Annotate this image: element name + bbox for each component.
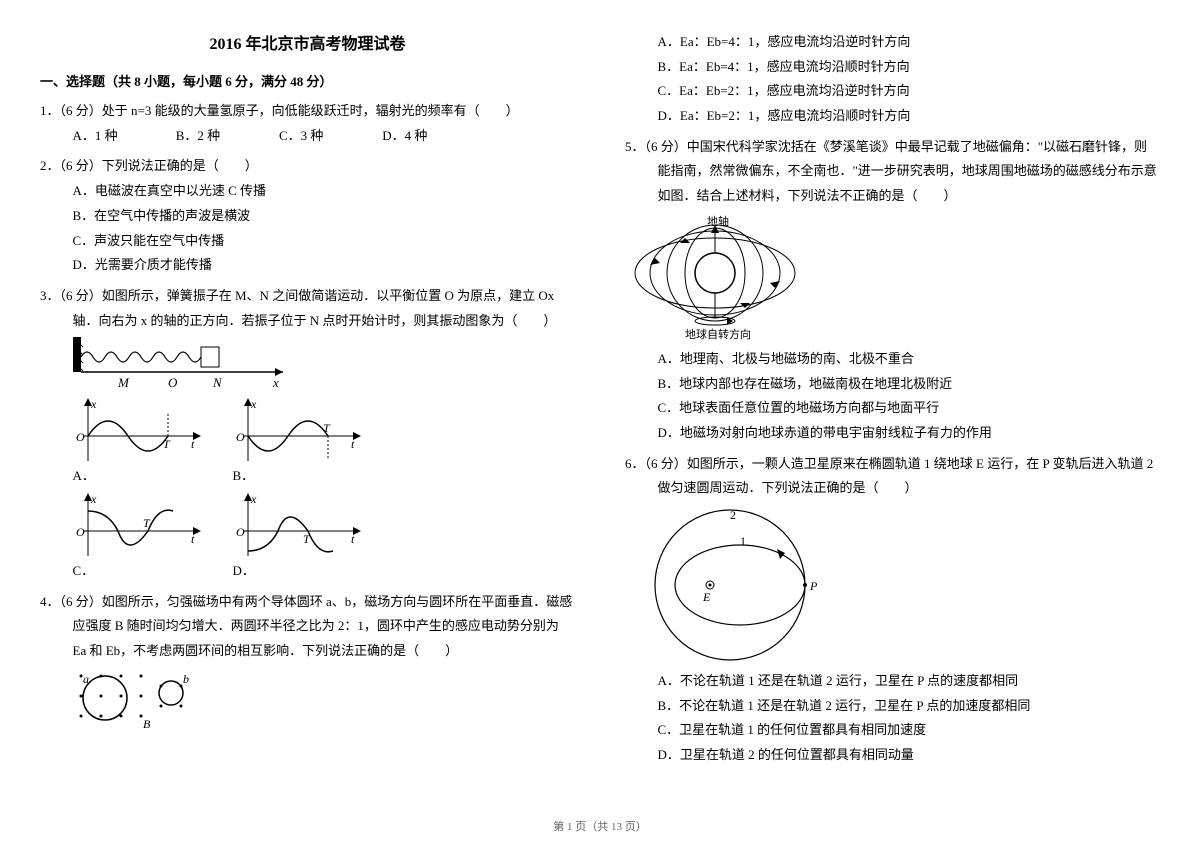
q6-C: C．卫星在轨道 1 的任何位置都具有相同加速度 — [645, 718, 1161, 743]
svg-text:O: O — [76, 525, 85, 539]
section-header: 一、选择题（共 8 小题，每小题 6 分，满分 48 分） — [40, 70, 575, 95]
question-5: 5．（6 分）中国宋代科学家沈括在《梦溪笔谈》中最早记载了地磁偏角："以磁石磨针… — [625, 135, 1160, 446]
svg-text:b: b — [183, 672, 189, 686]
q5-B: B．地球内部也存在磁场，地磁南极在地理北极附近 — [645, 372, 1161, 397]
svg-text:O: O — [236, 525, 245, 539]
q3-opt-D: O x T t D． — [233, 491, 363, 584]
svg-text:B: B — [143, 717, 151, 731]
q3-opt-C: O x T t C． — [73, 491, 203, 584]
q1-options: A．1 种 B．2 种 C．3 种 D．4 种 — [40, 124, 575, 149]
svg-text:N: N — [212, 375, 223, 390]
q3-stem: 3．（6 分）如图所示，弹簧振子在 M、N 之间做简谐运动．以平衡位置 O 为原… — [40, 284, 575, 333]
page-footer: 第 1 页（共 13 页） — [40, 817, 1160, 838]
svg-text:O: O — [168, 375, 178, 390]
q6-A: A．不论在轨道 1 还是在轨道 2 运行，卫星在 P 点的速度都相同 — [645, 669, 1161, 694]
svg-text:x: x — [90, 492, 97, 506]
svg-text:O: O — [76, 430, 85, 444]
svg-text:M: M — [117, 375, 130, 390]
svg-text:x: x — [250, 397, 257, 411]
svg-text:a: a — [83, 672, 89, 686]
svg-text:x: x — [250, 492, 257, 506]
wave-d-icon: O x T t — [233, 491, 363, 561]
q4-B: B．Ea：Eb=4：1，感应电流均沿顺时针方向 — [645, 55, 1161, 80]
q1-A: A．1 种 — [73, 124, 173, 149]
q4-A: A．Ea：Eb=4：1，感应电流均沿逆时针方向 — [645, 30, 1161, 55]
question-6: 6．（6 分）如图所示，一颗人造卫星原来在椭圆轨道 1 绕地球 E 运行，在 P… — [625, 452, 1160, 768]
q2-C: C．声波只能在空气中传播 — [60, 229, 576, 254]
q1-C: C．3 种 — [279, 124, 379, 149]
q4-D: D．Ea：Eb=2：1，感应电流均沿顺时针方向 — [645, 104, 1161, 129]
q2-stem: 2．（6 分）下列说法正确的是（ ） — [40, 154, 575, 179]
svg-text:2: 2 — [730, 508, 736, 522]
q5-C: C．地球表面任意位置的地磁场方向都与地面平行 — [645, 396, 1161, 421]
question-4-options: A．Ea：Eb=4：1，感应电流均沿逆时针方向 B．Ea：Eb=4：1，感应电流… — [625, 30, 1160, 129]
question-2: 2．（6 分）下列说法正确的是（ ） A．电磁波在真空中以光速 C 传播 B．在… — [40, 154, 575, 277]
svg-text:地球自转方向: 地球自转方向 — [685, 327, 751, 341]
q4-figure: a b B — [73, 668, 576, 733]
q3-opt-B: O x T t B． — [233, 396, 363, 489]
question-3: 3．（6 分）如图所示，弹簧振子在 M、N 之间做简谐运动．以平衡位置 O 为原… — [40, 284, 575, 584]
q2-D: D．光需要介质才能传播 — [60, 253, 576, 278]
svg-text:T: T — [163, 437, 171, 451]
q4-C: C．Ea：Eb=2：1，感应电流均沿逆时针方向 — [645, 79, 1161, 104]
q5-D: D．地磁场对射向地球赤道的带电宇宙射线粒子有力的作用 — [645, 421, 1161, 446]
question-1: 1．（6 分）处于 n=3 能级的大量氢原子，向低能级跃迁时，辐射光的频率有（ … — [40, 99, 575, 148]
wave-b-icon: O x T t — [233, 396, 363, 466]
q5-figure: 地轴 地球自转方向 — [625, 213, 1160, 343]
q2-A: A．电磁波在真空中以光速 C 传播 — [60, 179, 576, 204]
svg-text:P: P — [809, 579, 818, 593]
q4-stem: 4．（6 分）如图所示，匀强磁场中有两个导体圆环 a、b，磁场方向与圆环所在平面… — [40, 590, 575, 664]
svg-text:1: 1 — [740, 534, 746, 548]
q6-stem: 6．（6 分）如图所示，一颗人造卫星原来在椭圆轨道 1 绕地球 E 运行，在 P… — [625, 452, 1160, 501]
q1-D: D．4 种 — [382, 124, 482, 149]
q3-opt-A: O x T t A． — [73, 396, 203, 489]
q6-figure: E P 1 2 — [625, 505, 1160, 665]
q5-A: A．地理南、北极与地磁场的南、北极不重合 — [645, 347, 1161, 372]
wave-a-icon: O x T t — [73, 396, 203, 466]
wave-c-icon: O x T t — [73, 491, 203, 561]
svg-text:x: x — [272, 375, 279, 390]
q6-D: D．卫星在轨道 2 的任何位置都具有相同动量 — [645, 743, 1161, 768]
q5-stem: 5．（6 分）中国宋代科学家沈括在《梦溪笔谈》中最早记载了地磁偏角："以磁石磨针… — [625, 135, 1160, 209]
q1-stem: 1．（6 分）处于 n=3 能级的大量氢原子，向低能级跃迁时，辐射光的频率有（ … — [40, 99, 575, 124]
q6-B: B．不论在轨道 1 还是在轨道 2 运行，卫星在 P 点的加速度都相同 — [645, 694, 1161, 719]
question-4: 4．（6 分）如图所示，匀强磁场中有两个导体圆环 a、b，磁场方向与圆环所在平面… — [40, 590, 575, 733]
svg-text:x: x — [90, 397, 97, 411]
q3-spring-figure: M O N x — [73, 337, 576, 392]
svg-text:O: O — [236, 430, 245, 444]
svg-text:E: E — [702, 590, 711, 604]
q2-B: B．在空气中传播的声波是横波 — [60, 204, 576, 229]
page-title: 2016 年北京市高考物理试卷 — [40, 30, 575, 60]
q1-B: B．2 种 — [176, 124, 276, 149]
svg-text:T: T — [323, 421, 331, 435]
